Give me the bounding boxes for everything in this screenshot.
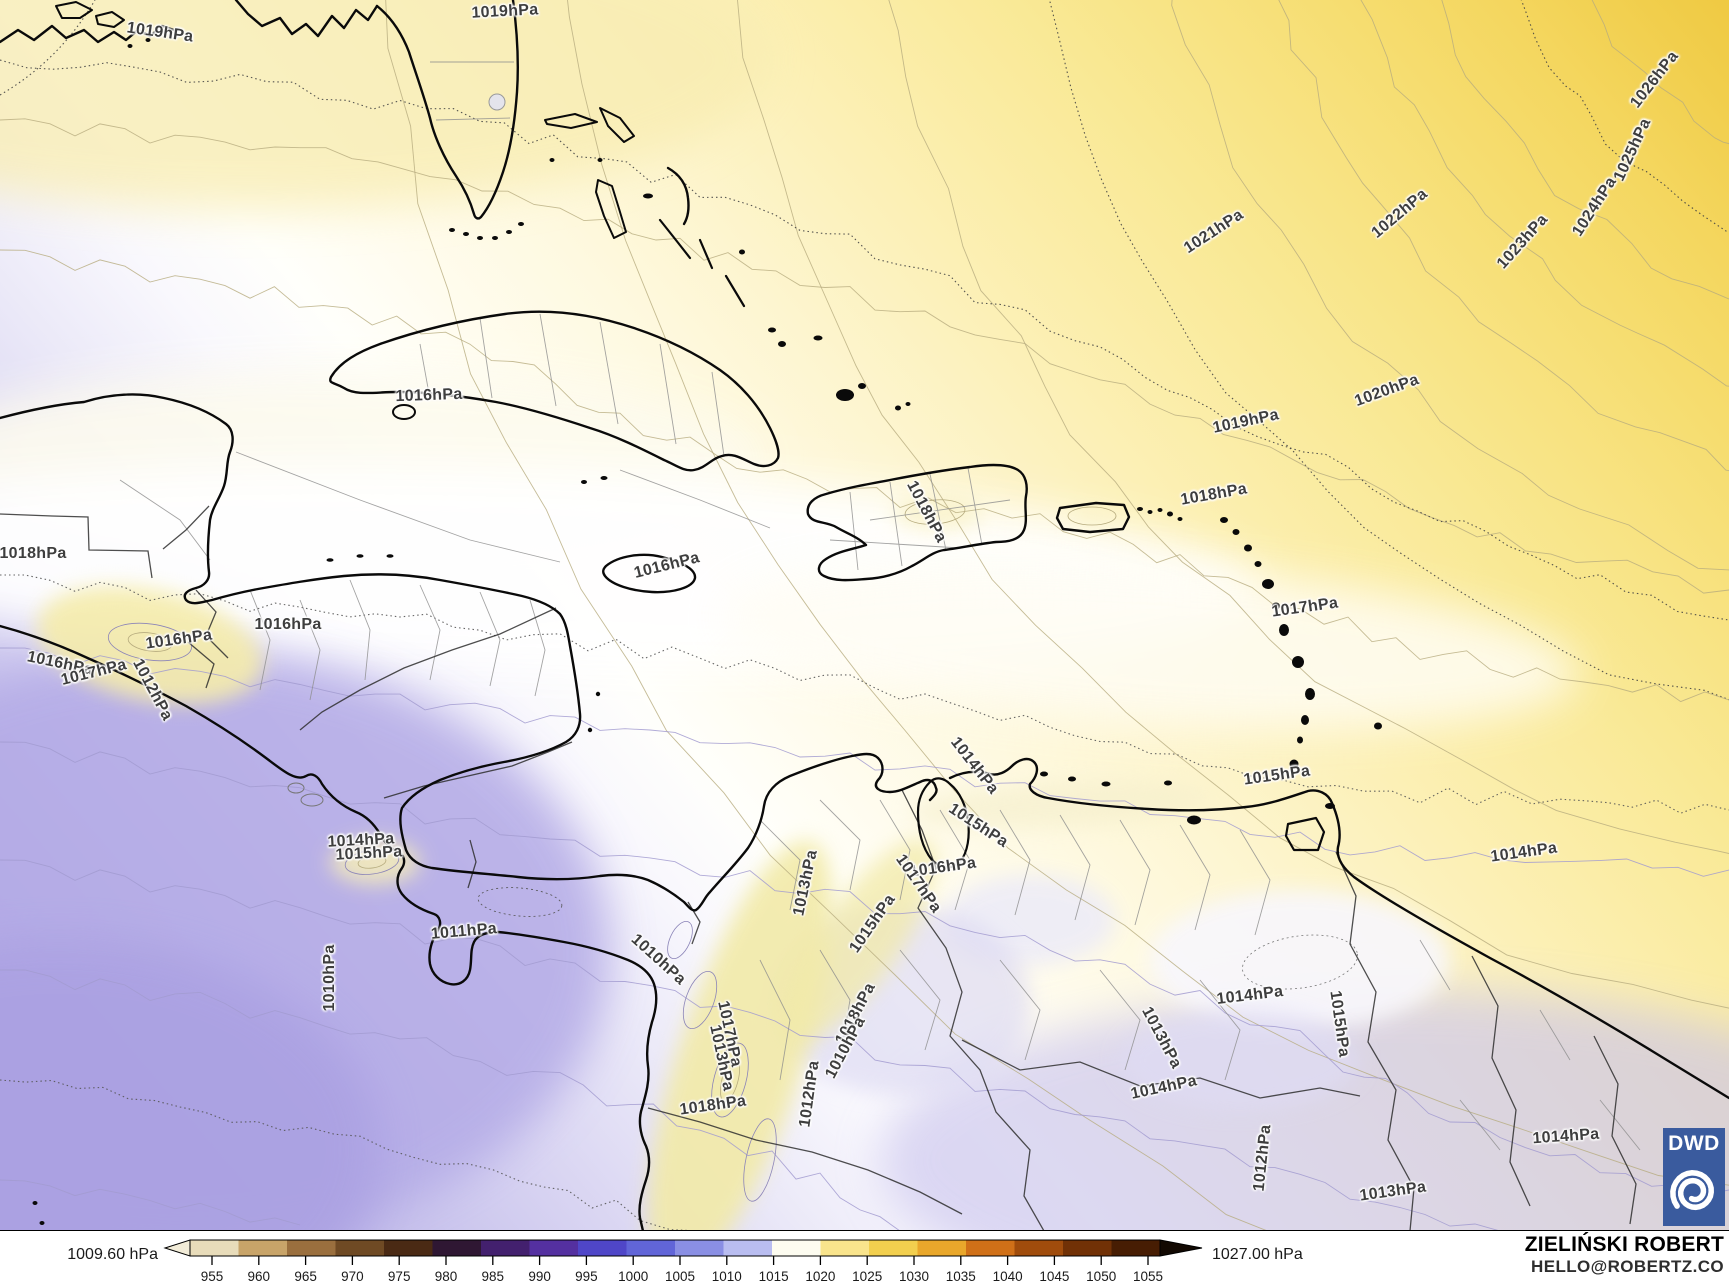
isobar-line bbox=[385, 0, 1267, 1230]
isobar-line bbox=[0, 118, 1729, 594]
colorbar-ticks bbox=[211, 1256, 1149, 1265]
pressure-field-canvas bbox=[0, 0, 1729, 1230]
coastlines bbox=[0, 0, 1729, 1230]
credit-name: ZIELIŃSKI ROBERT bbox=[1524, 1233, 1724, 1256]
colorbar-tick-label: 1035 bbox=[946, 1269, 976, 1284]
colorbar-tick-label: 965 bbox=[294, 1269, 317, 1284]
dwd-spiral-icon bbox=[1670, 1170, 1714, 1211]
isobar-line bbox=[1171, 0, 1729, 571]
colorbar-tick-label: 995 bbox=[575, 1269, 598, 1284]
isobar-line bbox=[567, 0, 1729, 1186]
isobar-line bbox=[0, 574, 1729, 814]
colorbar-tick-label: 960 bbox=[248, 1269, 271, 1284]
credit-block: ZIELIŃSKI ROBERT HELLO@ROBERTZ.CO bbox=[1525, 1233, 1724, 1277]
colorbar-right-arrow bbox=[1159, 1239, 1203, 1257]
colorbar-min-annotation: 1009.60 hPa bbox=[67, 1246, 158, 1263]
dwd-logo-text: DWD bbox=[1668, 1132, 1720, 1155]
colorbar-tick-label: 985 bbox=[482, 1269, 505, 1284]
isobar-line bbox=[0, 741, 1729, 1196]
isobar-line bbox=[1278, 0, 1729, 472]
colorbar-tick-label: 1050 bbox=[1086, 1269, 1116, 1284]
colorbar-bar bbox=[189, 1239, 1161, 1257]
isobar-line bbox=[888, 0, 1729, 854]
isobar-line bbox=[0, 859, 1499, 1230]
colorbar-tick-label: 1030 bbox=[899, 1269, 929, 1284]
colorbar-left-arrow bbox=[163, 1239, 191, 1257]
colorbar-max-annotation: 1027.00 hPa bbox=[1212, 1246, 1303, 1263]
colorbar-tick-label: 990 bbox=[528, 1269, 551, 1284]
colorbar-tick-label: 970 bbox=[341, 1269, 364, 1284]
colorbar-tick-label: 1040 bbox=[993, 1269, 1023, 1284]
isobar-line bbox=[1360, 0, 1729, 387]
colorbar-footer: 955 960 965 970 975 980 985 990 995 1000 1005 1010 1… bbox=[0, 1231, 1729, 1287]
isobar-line bbox=[0, 1079, 691, 1230]
colorbar-tick-label: 1010 bbox=[712, 1269, 742, 1284]
country-borders bbox=[0, 505, 1637, 1230]
colorbar-tick-label: 980 bbox=[435, 1269, 458, 1284]
isobar-line bbox=[737, 0, 1729, 1009]
colorbar-tick-label: 955 bbox=[201, 1269, 224, 1284]
isobar-line bbox=[0, 647, 1729, 877]
dwd-logo: DWD bbox=[1663, 1128, 1725, 1226]
colorbar-tick-label: 1025 bbox=[852, 1269, 882, 1284]
isobar-line bbox=[0, 1179, 301, 1226]
pressure-fill-patches bbox=[0, 0, 1729, 1230]
isobar-line bbox=[0, 0, 96, 96]
pressure-map: 1019hPa 1019hPa 1026hPa 1025hPa 1024hPa 1023h… bbox=[0, 0, 1729, 1231]
admin-borders bbox=[119, 61, 1641, 1151]
credit-email: HELLO@ROBERTZ.CO bbox=[1531, 1257, 1724, 1277]
colorbar-tick-label: 1020 bbox=[805, 1269, 835, 1284]
colorbar-tick-label: 1015 bbox=[759, 1269, 789, 1284]
contour-rings bbox=[107, 499, 1358, 1202]
colorbar: 955 960 965 970 975 980 985 990 995 1000 1005 1010 1… bbox=[67, 1239, 1303, 1284]
colorbar-tick-label: 1055 bbox=[1133, 1269, 1163, 1284]
colorbar-tick-label: 1045 bbox=[1039, 1269, 1069, 1284]
colorbar-tick-label: 1005 bbox=[665, 1269, 695, 1284]
isobar-line bbox=[0, 969, 900, 1230]
isobar-line bbox=[0, 59, 1729, 621]
colorbar-tick-labels: 955 960 965 970 975 980 985 990 995 1000 1005 1010 1… bbox=[201, 1269, 1163, 1284]
lakes bbox=[287, 93, 506, 807]
isobar-lines bbox=[0, 0, 1729, 1230]
colorbar-tick-label: 975 bbox=[388, 1269, 411, 1284]
isobar-line bbox=[1591, 0, 1729, 145]
small-islands bbox=[32, 38, 1382, 1225]
colorbar-tick-label: 1000 bbox=[618, 1269, 648, 1284]
isobar-line bbox=[1441, 0, 1729, 300]
